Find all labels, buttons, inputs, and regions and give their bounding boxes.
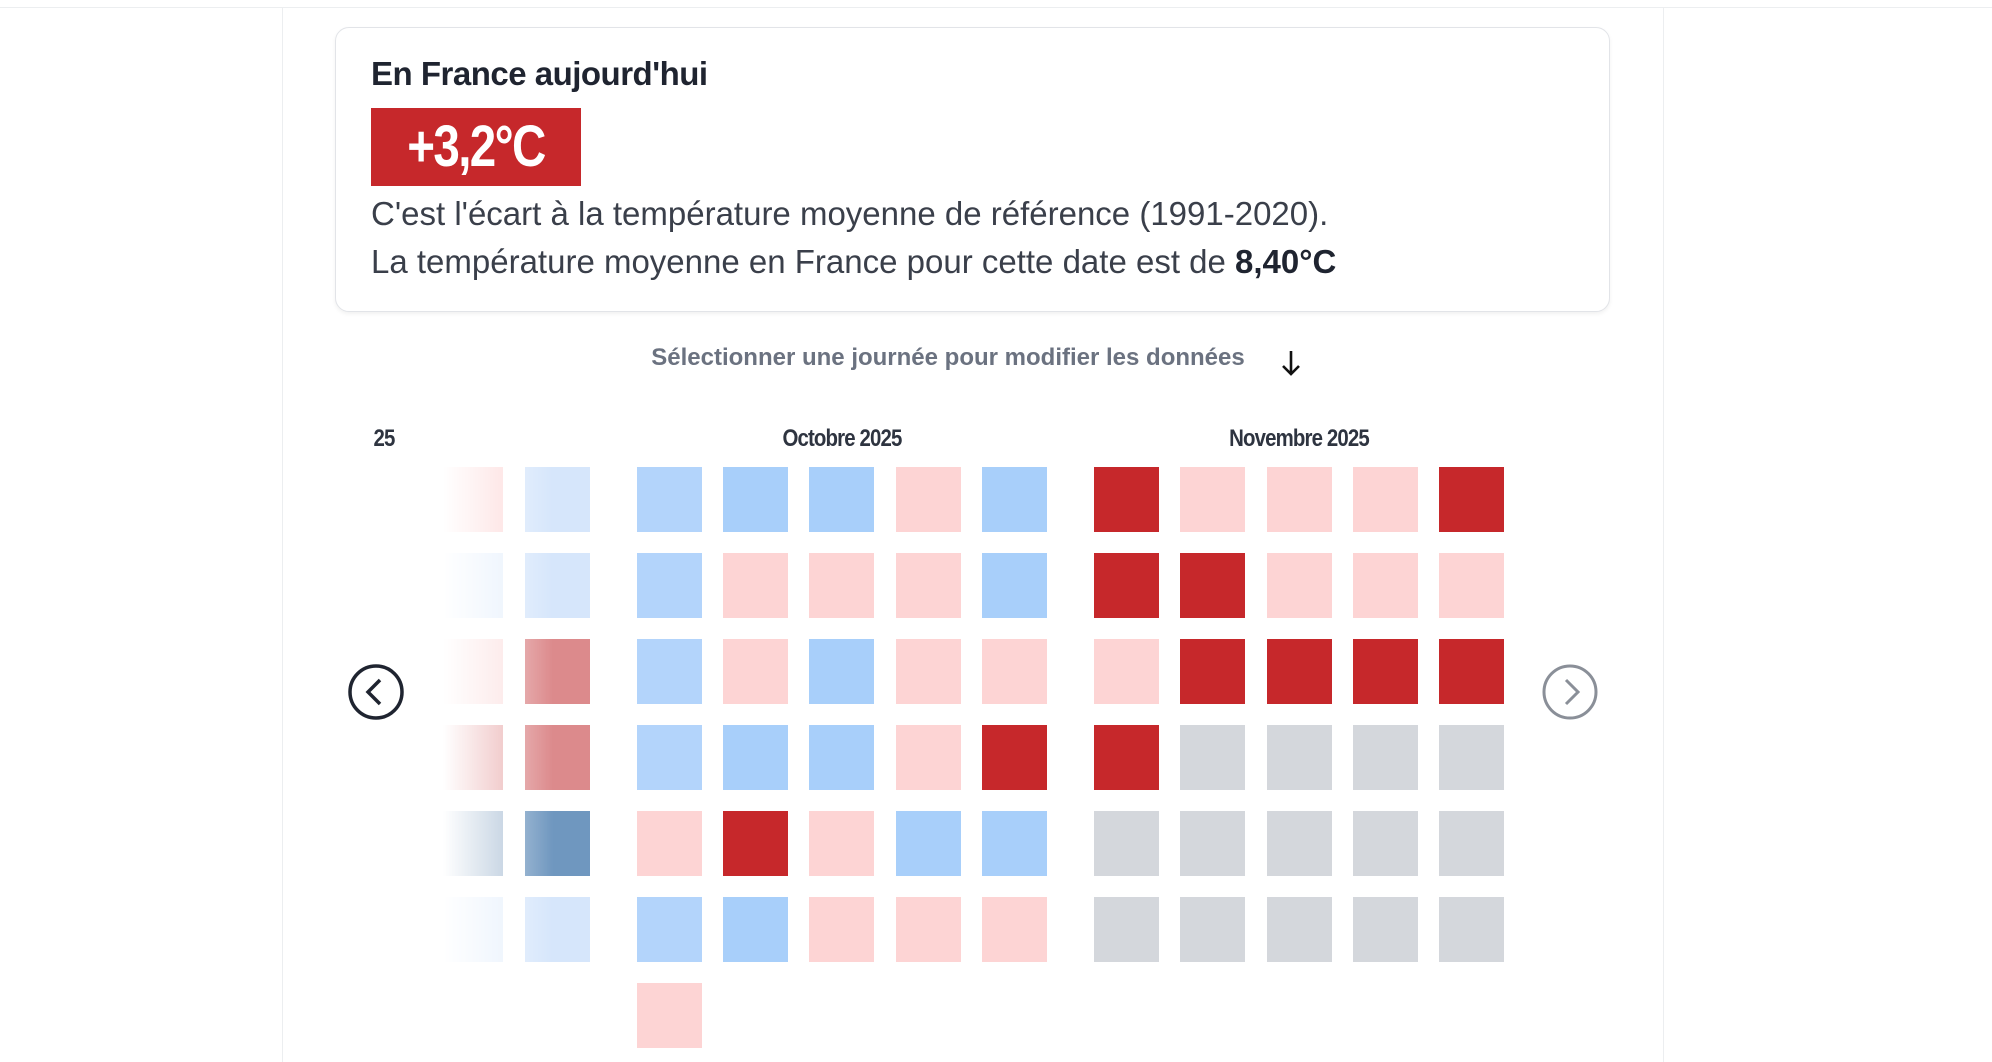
day-cell[interactable] xyxy=(722,725,788,790)
day-cell[interactable] xyxy=(1439,467,1505,532)
day-cell[interactable] xyxy=(443,553,504,618)
day-cell[interactable] xyxy=(1353,897,1418,962)
day-cell[interactable] xyxy=(722,553,788,618)
day-cell[interactable] xyxy=(443,811,504,876)
day-cell[interactable] xyxy=(982,553,1048,618)
day-cell[interactable] xyxy=(895,725,961,790)
card-title: En France aujourd'hui xyxy=(371,55,708,92)
day-cell[interactable] xyxy=(1266,897,1332,962)
day-cell[interactable] xyxy=(982,725,1048,790)
day-cell[interactable] xyxy=(722,639,788,704)
day-cell[interactable] xyxy=(1353,725,1418,790)
day-cell[interactable] xyxy=(1439,725,1505,790)
month-label: Novembre 2025 xyxy=(1229,425,1370,452)
month-label: Octobre 2025 xyxy=(782,425,902,452)
day-cell[interactable] xyxy=(1093,467,1159,532)
day-cell[interactable] xyxy=(524,553,590,618)
day-cell[interactable] xyxy=(1093,811,1159,876)
day-cell[interactable] xyxy=(1180,897,1246,962)
day-cell[interactable] xyxy=(722,467,788,532)
instruction: Sélectionner une journée pour modifier l… xyxy=(651,344,1245,371)
day-cell[interactable] xyxy=(1180,467,1246,532)
panel-border xyxy=(1663,8,1664,1062)
next-button[interactable] xyxy=(1540,662,1600,722)
day-cell[interactable] xyxy=(636,897,702,962)
day-cell[interactable] xyxy=(982,467,1048,532)
faded-month xyxy=(443,420,593,1020)
average-line: La température moyenne en France pour ce… xyxy=(371,243,1336,281)
description: C'est l'écart à la température moyenne d… xyxy=(371,195,1329,232)
day-cell[interactable] xyxy=(636,983,702,1048)
day-cell[interactable] xyxy=(1439,639,1505,704)
day-cell[interactable] xyxy=(1180,639,1246,704)
day-cell[interactable] xyxy=(1439,553,1505,618)
day-cell[interactable] xyxy=(809,811,875,876)
day-cell[interactable] xyxy=(1353,467,1418,532)
day-cell[interactable] xyxy=(1180,725,1246,790)
day-cell[interactable] xyxy=(443,639,504,704)
day-cell[interactable] xyxy=(1266,639,1332,704)
day-cell[interactable] xyxy=(809,725,875,790)
day-cell[interactable] xyxy=(1093,725,1159,790)
panel-border xyxy=(282,8,283,1062)
day-cell[interactable] xyxy=(895,467,961,532)
day-cell[interactable] xyxy=(636,725,702,790)
day-cell[interactable] xyxy=(524,639,590,704)
day-cell[interactable] xyxy=(809,553,875,618)
day-cell[interactable] xyxy=(524,467,590,532)
month-label: 25 xyxy=(373,425,396,452)
day-cell[interactable] xyxy=(636,811,702,876)
day-cell[interactable] xyxy=(1093,897,1159,962)
day-cell[interactable] xyxy=(524,897,590,962)
day-cell[interactable] xyxy=(722,811,788,876)
day-cell[interactable] xyxy=(1266,467,1332,532)
day-cell[interactable] xyxy=(636,639,702,704)
day-cell[interactable] xyxy=(1266,725,1332,790)
top-border xyxy=(0,7,1992,8)
day-cell[interactable] xyxy=(443,725,504,790)
day-cell[interactable] xyxy=(982,897,1048,962)
day-cell[interactable] xyxy=(895,897,961,962)
day-cell[interactable] xyxy=(636,553,702,618)
day-cell[interactable] xyxy=(1439,811,1505,876)
day-cell[interactable] xyxy=(1266,811,1332,876)
day-cell[interactable] xyxy=(1439,897,1505,962)
day-cell[interactable] xyxy=(982,811,1048,876)
day-cell[interactable] xyxy=(809,897,875,962)
day-cell[interactable] xyxy=(1353,553,1418,618)
day-cell[interactable] xyxy=(1093,553,1159,618)
day-cell[interactable] xyxy=(895,553,961,618)
anomaly-value: +3,2°C xyxy=(407,114,546,179)
day-cell[interactable] xyxy=(443,897,504,962)
day-cell[interactable] xyxy=(524,811,590,876)
day-cell[interactable] xyxy=(722,897,788,962)
day-cell[interactable] xyxy=(1093,639,1159,704)
day-cell[interactable] xyxy=(809,467,875,532)
prev-button[interactable] xyxy=(346,662,406,722)
day-cell[interactable] xyxy=(895,811,961,876)
day-cell[interactable] xyxy=(1180,553,1246,618)
day-cell[interactable] xyxy=(524,725,590,790)
down-arrow-icon xyxy=(1282,351,1300,376)
anomaly-badge: +3,2°C xyxy=(371,108,581,186)
day-cell[interactable] xyxy=(1353,811,1418,876)
day-cell[interactable] xyxy=(636,467,702,532)
day-cell[interactable] xyxy=(1180,811,1246,876)
day-cell[interactable] xyxy=(809,639,875,704)
day-cell[interactable] xyxy=(1266,553,1332,618)
day-cell[interactable] xyxy=(443,467,504,532)
day-cell[interactable] xyxy=(982,639,1048,704)
average-value: 8,40°C xyxy=(1235,243,1337,280)
average-text: La température moyenne en France pour ce… xyxy=(371,243,1236,280)
day-cell[interactable] xyxy=(1353,639,1418,704)
day-cell[interactable] xyxy=(895,639,961,704)
